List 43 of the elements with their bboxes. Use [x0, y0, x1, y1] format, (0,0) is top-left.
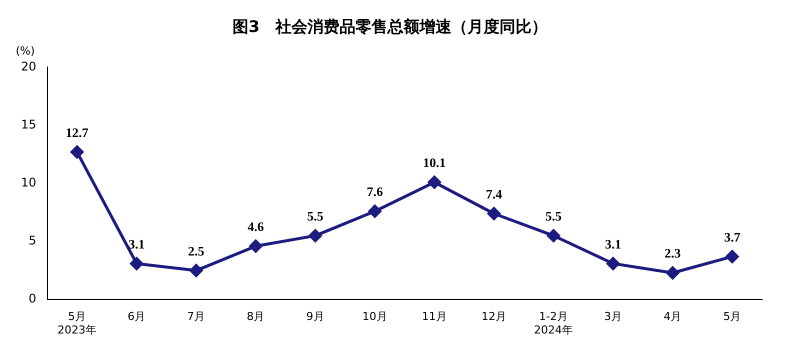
data-label: 5.5: [545, 208, 562, 224]
chart-title: 图3 社会消费品零售总额增速（月度同比）: [232, 16, 548, 36]
point: [368, 204, 382, 218]
x-tick-label: 3月: [604, 310, 622, 324]
y-tick-label: 0: [28, 292, 36, 306]
data-label: 7.4: [486, 186, 503, 202]
point: [487, 207, 500, 220]
x-tick-label: 10月: [362, 310, 388, 324]
point: [726, 250, 739, 264]
x-tick-label: 8月: [246, 310, 265, 324]
y-tick-label: 10: [20, 176, 36, 190]
point: [249, 240, 262, 253]
x-tick-label: 9月: [306, 310, 324, 324]
point: [190, 264, 203, 278]
x-tick-label: 5月 2023年: [58, 310, 97, 336]
data-label: 2.3: [664, 246, 682, 261]
data-label: 12.7: [66, 124, 89, 140]
y-tick-label: 5: [28, 234, 36, 248]
y-axis-title: (%): [16, 44, 35, 58]
data-label: 2.5: [188, 243, 205, 258]
x-tick-label: 7月: [187, 310, 206, 324]
x-tick-label: 1-2月 2024年: [534, 310, 574, 336]
data-label: 3.1: [604, 236, 622, 252]
point: [428, 176, 441, 189]
data-label: 10.1: [423, 155, 446, 170]
x-tick-label: 4月: [664, 310, 682, 324]
data-label: 3.1: [128, 236, 145, 252]
x-tick-label: 11月: [422, 310, 447, 324]
data-label: 7.6: [366, 184, 384, 200]
point: [666, 266, 680, 280]
y-tick-label: 20: [20, 59, 36, 74]
point: [547, 229, 560, 242]
x-tick-label: 5月: [723, 310, 742, 324]
data-label: 5.5: [307, 208, 324, 224]
data-label: 3.7: [724, 229, 741, 244]
point: [70, 146, 84, 159]
point: [606, 257, 620, 270]
x-tick-label: 12月: [481, 310, 506, 324]
point: [130, 257, 144, 270]
point: [308, 229, 322, 242]
y-tick-label: 15: [20, 117, 36, 132]
x-tick-label: 6月: [128, 310, 146, 324]
data-label: 4.6: [248, 219, 264, 234]
